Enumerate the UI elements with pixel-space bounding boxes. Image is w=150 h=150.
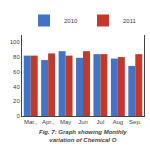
svg-text:Sep.: Sep.	[129, 119, 142, 125]
svg-text:2011: 2011	[123, 18, 137, 24]
svg-text:Fig. 7: Graph showing Monthlyv: Fig. 7: Graph showing Monthlyvariation o…	[39, 129, 127, 143]
svg-text:May: May	[60, 119, 71, 125]
svg-text:80: 80	[13, 54, 20, 60]
svg-text:0: 0	[16, 113, 20, 119]
svg-text:20: 20	[13, 98, 20, 104]
svg-text:Apr.,: Apr.,	[42, 119, 55, 125]
svg-text:40: 40	[13, 84, 20, 90]
svg-text:60: 60	[13, 69, 20, 75]
svg-text:Jul: Jul	[97, 119, 105, 125]
svg-text:Mar.,: Mar.,	[24, 119, 38, 125]
svg-text:Aug: Aug	[113, 119, 124, 125]
svg-text:2010: 2010	[64, 18, 78, 24]
svg-text:100: 100	[10, 39, 21, 45]
svg-text:Jun: Jun	[78, 119, 88, 125]
